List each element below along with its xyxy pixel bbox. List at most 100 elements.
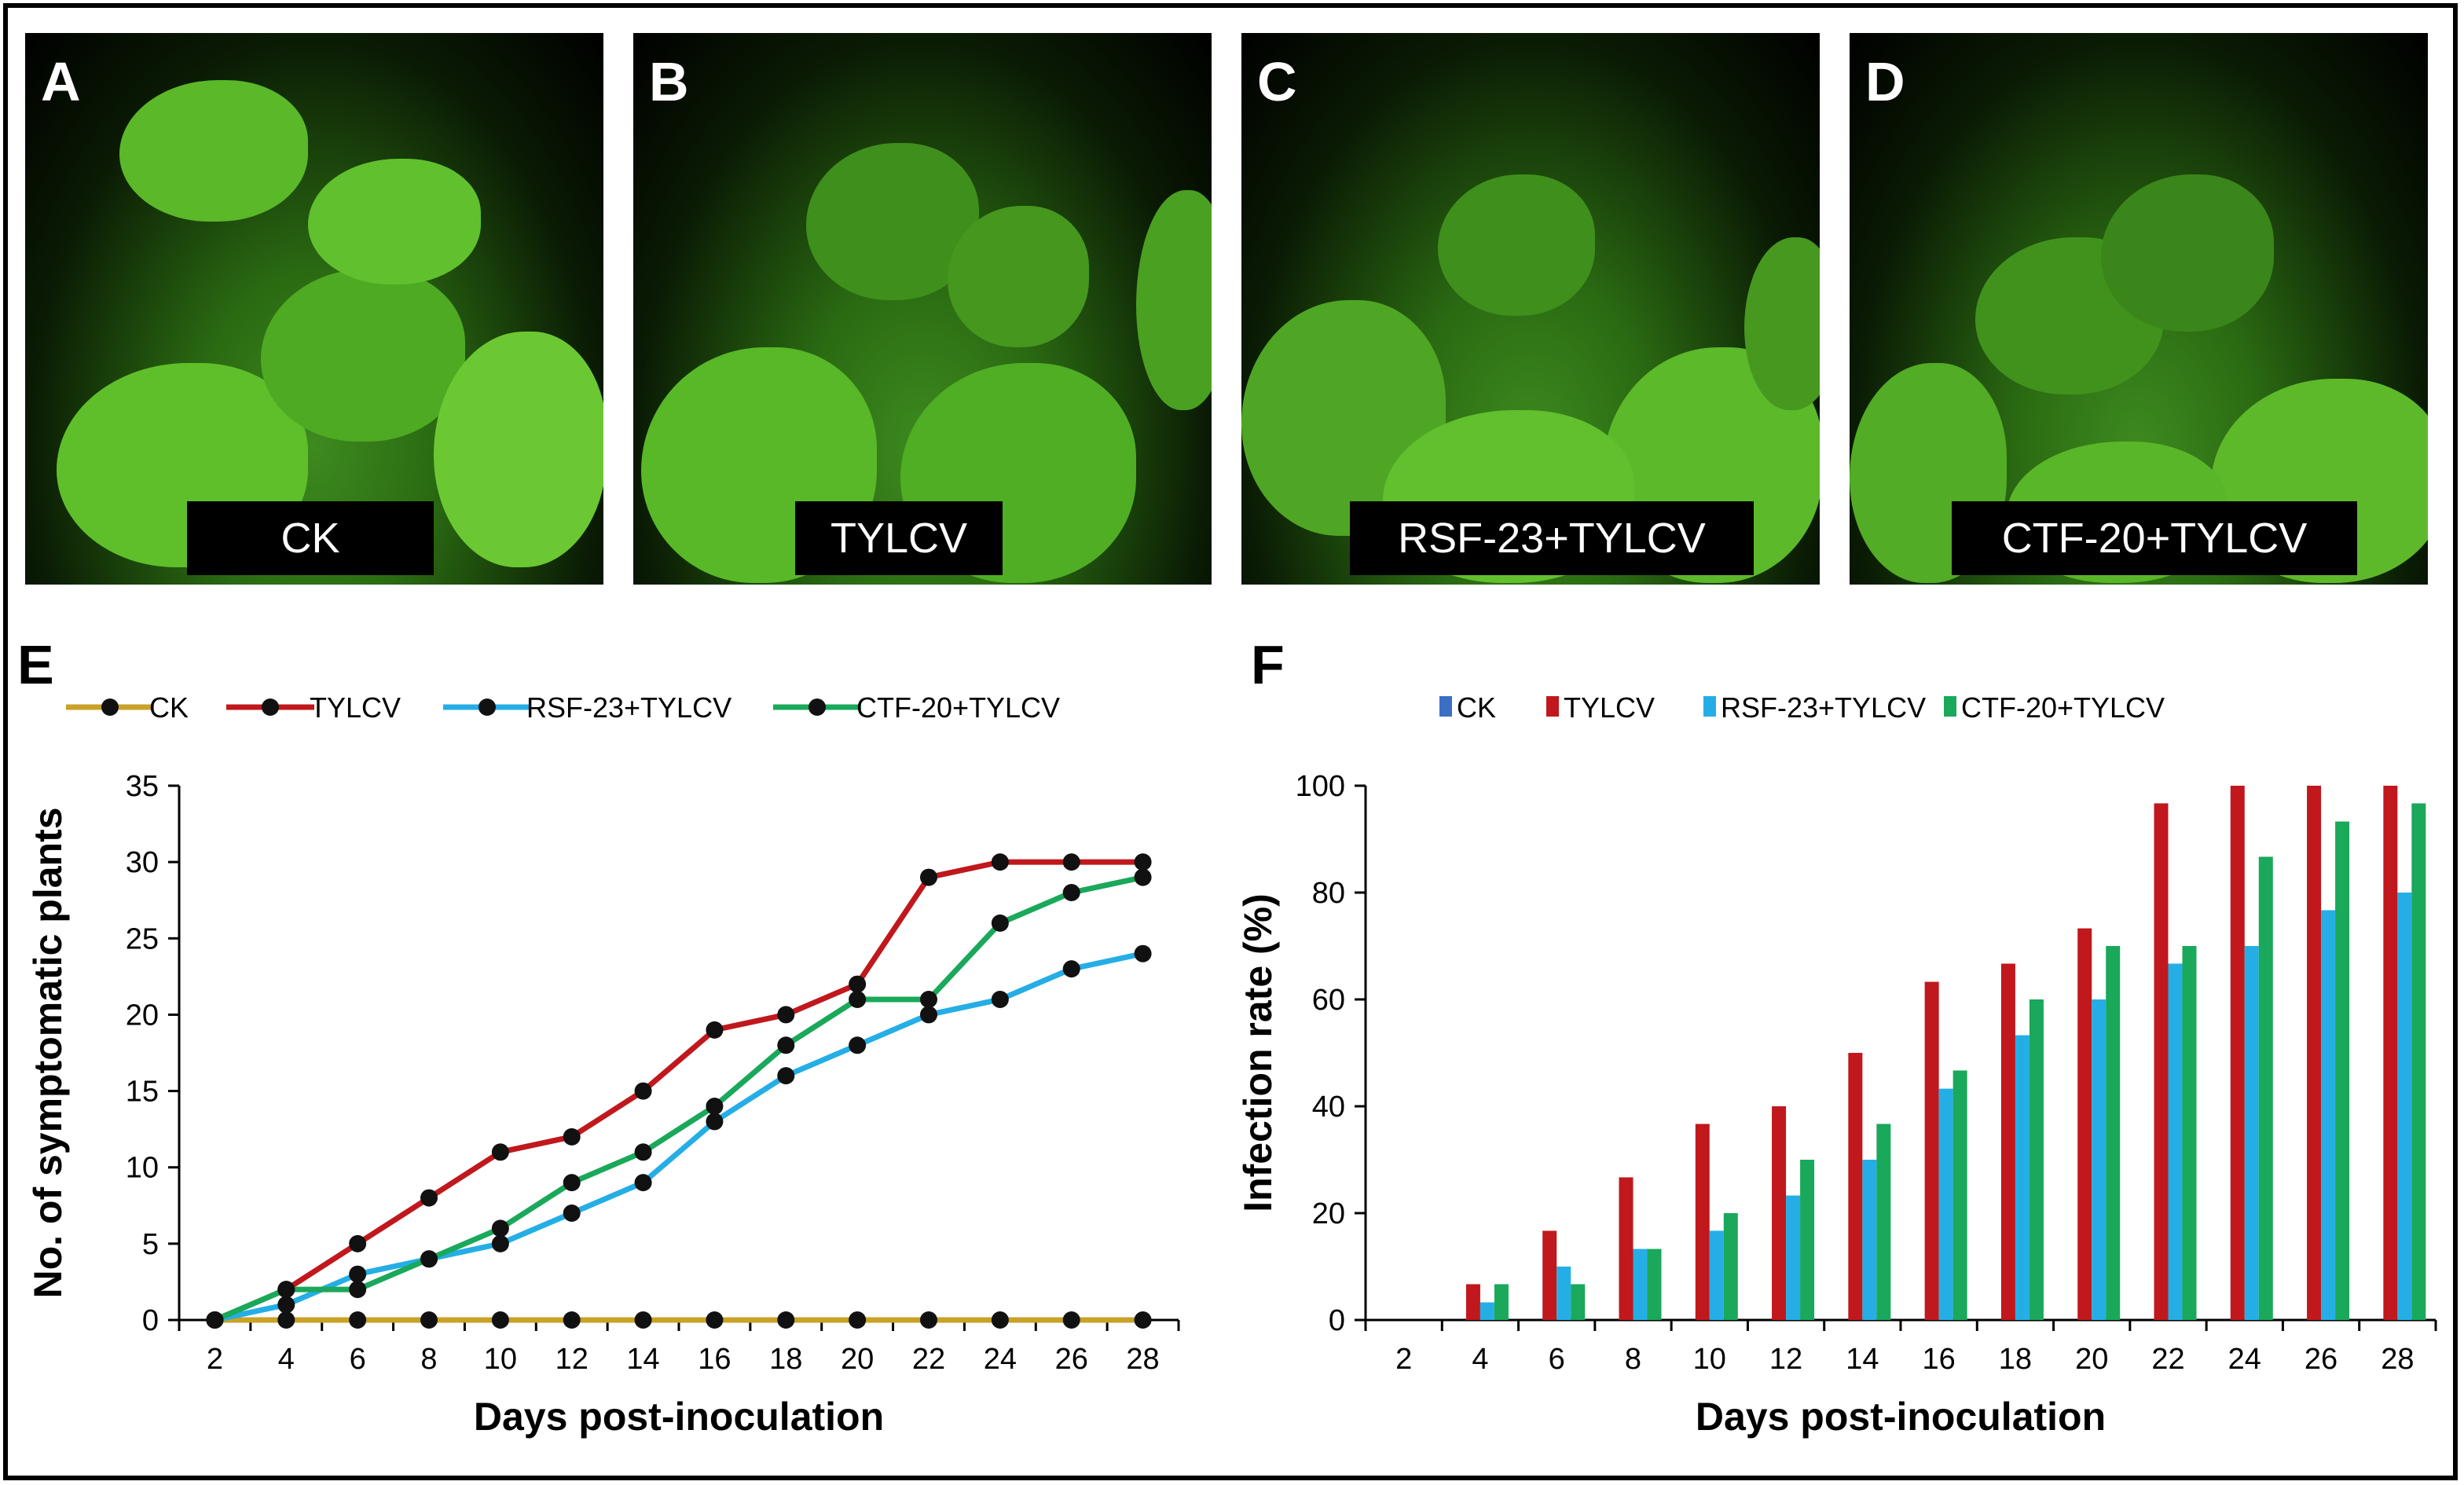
legend-label: RSF-23+TYLCV xyxy=(1721,691,1926,724)
data-point xyxy=(1062,884,1080,901)
data-point xyxy=(1062,960,1080,978)
bar xyxy=(1709,1230,1724,1320)
bar xyxy=(1542,1230,1557,1320)
bar xyxy=(1723,1213,1738,1320)
data-point xyxy=(1062,853,1080,871)
bar xyxy=(1494,1284,1509,1320)
data-point xyxy=(920,1006,937,1024)
x-tick-label: 14 xyxy=(1846,1343,1879,1376)
data-point xyxy=(706,1311,724,1329)
bar xyxy=(1480,1302,1494,1320)
legend-label: CTF-20+TYLCV xyxy=(856,691,1060,724)
bar xyxy=(2029,999,2044,1320)
bar xyxy=(1556,1267,1571,1320)
x-tick-label: 12 xyxy=(556,1343,588,1376)
bar xyxy=(2000,963,2015,1320)
data-point xyxy=(563,1128,581,1146)
bar xyxy=(2321,910,2336,1320)
x-axis-title: Days post-inoculation xyxy=(474,1395,884,1439)
data-point xyxy=(991,914,1009,932)
legend-swatch-marker xyxy=(478,698,496,716)
data-point xyxy=(634,1311,652,1329)
bar xyxy=(1800,1160,1815,1320)
photo-panel-d: D CTF-20+TYLCV xyxy=(1850,33,2428,585)
x-tick-label: 26 xyxy=(2304,1343,2338,1376)
data-point xyxy=(849,1036,867,1054)
legend-swatch-marker xyxy=(262,698,279,716)
x-tick-label: 28 xyxy=(2381,1343,2414,1376)
x-tick-label: 24 xyxy=(2228,1343,2261,1376)
data-point xyxy=(1134,853,1152,871)
bar xyxy=(1465,1284,1480,1320)
x-tick-label: 12 xyxy=(1769,1343,1802,1376)
bar xyxy=(2154,803,2169,1320)
data-point xyxy=(991,991,1009,1008)
x-tick-label: 10 xyxy=(484,1343,517,1376)
x-tick-label: 6 xyxy=(350,1343,366,1376)
bar xyxy=(2077,928,2092,1320)
y-tick-label: 60 xyxy=(1312,984,1345,1017)
y-tick-label: 25 xyxy=(126,922,159,955)
x-tick-label: 8 xyxy=(1625,1343,1641,1376)
bar xyxy=(2182,946,2197,1320)
photo-panel-a: A CK xyxy=(25,33,603,585)
legend-swatch xyxy=(1439,696,1452,717)
data-point xyxy=(420,1250,438,1268)
series-line-1 xyxy=(214,859,1143,1323)
legend-swatch xyxy=(1944,696,1956,717)
x-tick-label: 28 xyxy=(1126,1343,1159,1376)
photo-label-ctf: CTF-20+TYLCV xyxy=(1952,501,2357,575)
legend-label: TYLCV xyxy=(1564,691,1655,724)
x-tick-label: 18 xyxy=(1999,1343,2032,1376)
bar xyxy=(1633,1248,1648,1320)
panel-letter-b: B xyxy=(649,51,689,112)
bar xyxy=(1876,1124,1891,1320)
y-tick-label: 30 xyxy=(126,846,159,879)
bar xyxy=(1571,1284,1586,1320)
x-tick-label: 26 xyxy=(1055,1343,1088,1376)
x-tick-label: 6 xyxy=(1549,1343,1565,1376)
figure-frame xyxy=(3,3,2458,1480)
bar xyxy=(2092,999,2106,1320)
data-point xyxy=(349,1311,367,1329)
bar xyxy=(2258,856,2273,1320)
series-line-3 xyxy=(214,874,1144,1323)
y-tick-label: 35 xyxy=(126,770,159,803)
data-point xyxy=(849,991,867,1008)
bar xyxy=(1772,1106,1787,1320)
bar xyxy=(2230,786,2245,1320)
y-tick-label: 80 xyxy=(1312,877,1345,910)
panel-letter-f: F xyxy=(1251,634,1285,695)
bar xyxy=(1786,1195,1801,1320)
data-point xyxy=(1134,944,1152,962)
y-tick-label: 15 xyxy=(126,1076,159,1109)
x-tick-label: 4 xyxy=(1472,1343,1488,1376)
panel-letter-a: A xyxy=(41,51,81,112)
data-point xyxy=(634,1143,652,1161)
data-point xyxy=(491,1311,509,1329)
data-point xyxy=(491,1234,509,1252)
data-point xyxy=(777,1311,795,1329)
y-tick-label: 10 xyxy=(126,1152,159,1185)
bar xyxy=(1938,1088,1953,1320)
series-line-2 xyxy=(214,951,1144,1323)
data-point xyxy=(777,1036,795,1054)
bar xyxy=(2015,1035,2030,1320)
data-point xyxy=(563,1311,581,1329)
data-point xyxy=(563,1174,581,1192)
x-tick-label: 8 xyxy=(420,1343,437,1376)
x-tick-label: 16 xyxy=(698,1343,731,1376)
bar xyxy=(2106,946,2121,1320)
y-tick-label: 0 xyxy=(1329,1304,1345,1337)
legend-label: RSF-23+TYLCV xyxy=(526,691,732,724)
x-tick-label: 20 xyxy=(841,1343,874,1376)
y-tick-label: 5 xyxy=(142,1228,159,1261)
x-tick-label: 22 xyxy=(912,1343,945,1376)
bar xyxy=(2335,821,2350,1320)
legend-swatch xyxy=(1703,696,1716,717)
y-axis-title: No. of symptomatic plants xyxy=(26,807,70,1298)
photo-panel-b: B TYLCV xyxy=(633,33,1212,585)
data-point xyxy=(706,1098,724,1115)
